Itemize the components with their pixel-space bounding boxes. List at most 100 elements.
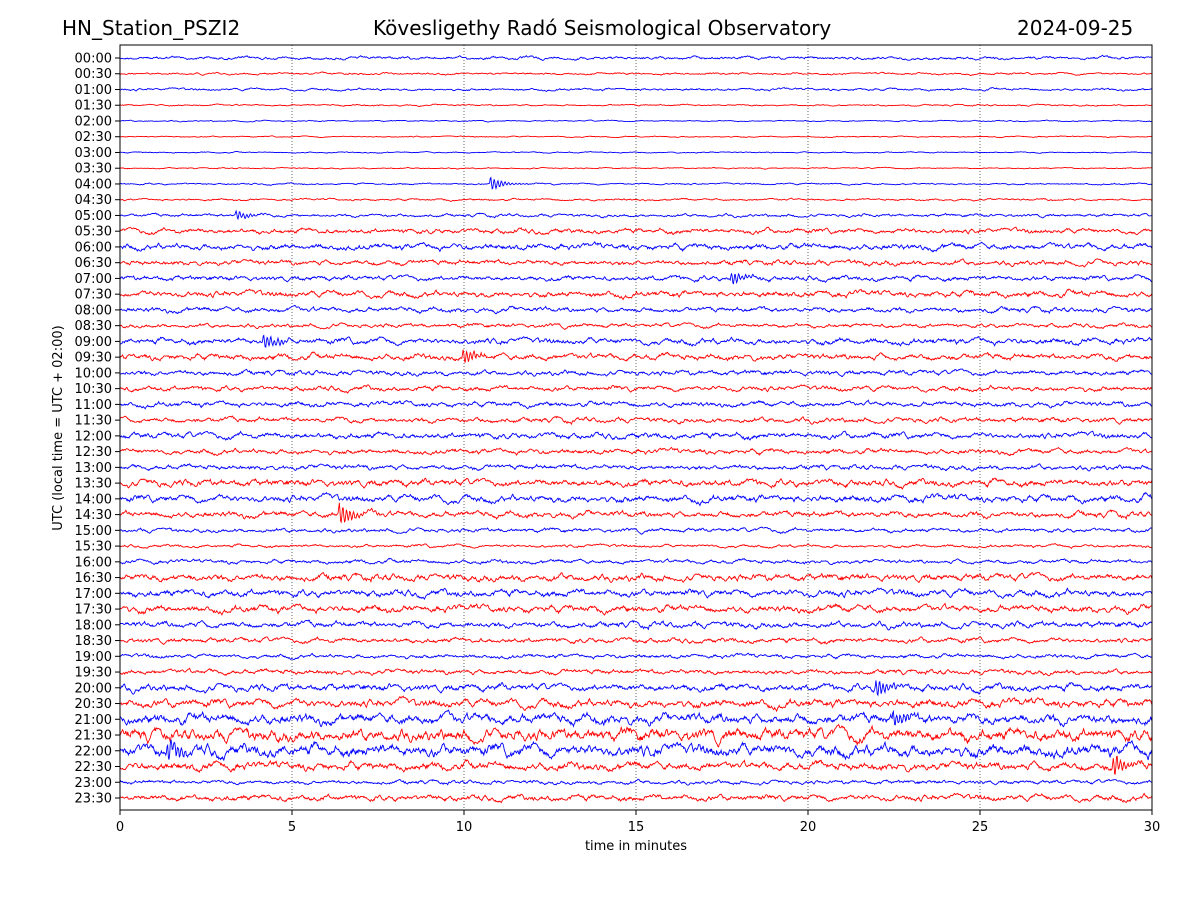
y-tick-label: 22:00 bbox=[75, 744, 112, 759]
trace-07-30 bbox=[119, 288, 1153, 301]
y-tick-label: 00:00 bbox=[75, 52, 112, 67]
y-tick-label: 10:30 bbox=[75, 382, 112, 397]
y-tick-label: 23:30 bbox=[75, 792, 112, 807]
y-tick-label: 02:30 bbox=[75, 130, 112, 145]
y-tick-label: 19:30 bbox=[75, 666, 112, 681]
y-tick-label: 13:00 bbox=[75, 461, 112, 476]
trace-20-30 bbox=[119, 695, 1153, 713]
y-tick-label: 11:00 bbox=[75, 398, 112, 413]
trace-04-30 bbox=[120, 197, 1153, 202]
y-tick-label: 18:30 bbox=[75, 634, 112, 649]
trace-22-00 bbox=[119, 739, 1153, 762]
y-tick-label: 10:00 bbox=[75, 366, 112, 381]
y-tick-label: 05:00 bbox=[75, 209, 112, 224]
y-tick-label: 21:00 bbox=[75, 713, 112, 728]
y-tick-label: 03:00 bbox=[75, 146, 112, 161]
y-tick-label: 07:00 bbox=[75, 272, 112, 287]
trace-09-30 bbox=[119, 349, 1153, 363]
trace-18-00 bbox=[119, 619, 1153, 631]
trace-12-00 bbox=[119, 430, 1153, 441]
trace-13-30 bbox=[119, 477, 1153, 490]
y-tick-label: 04:00 bbox=[75, 177, 112, 192]
trace-23-30 bbox=[119, 792, 1153, 804]
y-tick-label: 04:30 bbox=[75, 193, 112, 208]
trace-09-00 bbox=[119, 334, 1153, 348]
trace-00-30 bbox=[119, 71, 1153, 77]
trace-04-00 bbox=[119, 176, 1153, 191]
y-tick-label: 06:00 bbox=[75, 240, 112, 255]
y-tick-label: 20:30 bbox=[75, 697, 112, 712]
y-tick-label: 15:30 bbox=[75, 540, 112, 555]
y-tick-label: 12:30 bbox=[75, 445, 112, 460]
trace-22-30 bbox=[119, 755, 1153, 775]
x-axis-label: time in minutes bbox=[585, 839, 687, 854]
x-tick-label: 30 bbox=[1144, 820, 1161, 835]
trace-02-30 bbox=[119, 135, 1153, 139]
trace-08-00 bbox=[120, 304, 1153, 315]
station-title: HN_Station_PSZI2 bbox=[62, 16, 241, 40]
trace-01-30 bbox=[120, 103, 1152, 107]
y-tick-label: 11:30 bbox=[75, 414, 112, 429]
y-tick-label: 16:30 bbox=[75, 571, 112, 586]
y-tick-label: 18:00 bbox=[75, 618, 112, 633]
trace-11-30 bbox=[119, 415, 1153, 426]
trace-03-30 bbox=[119, 166, 1153, 170]
y-tick-label: 15:00 bbox=[75, 524, 112, 539]
x-tick-label: 15 bbox=[628, 820, 645, 835]
trace-21-00 bbox=[119, 709, 1153, 728]
x-tick-label: 20 bbox=[800, 820, 817, 835]
y-tick-label: 12:00 bbox=[75, 429, 112, 444]
trace-07-00 bbox=[119, 272, 1152, 285]
x-tick-label: 5 bbox=[288, 820, 296, 835]
trace-01-00 bbox=[119, 87, 1153, 93]
trace-14-00 bbox=[119, 491, 1153, 507]
y-tick-label: 21:30 bbox=[75, 729, 112, 744]
trace-00-00 bbox=[119, 54, 1153, 61]
trace-17-00 bbox=[119, 587, 1153, 600]
y-axis-label: UTC (local time = UTC + 02:00) bbox=[51, 325, 66, 530]
y-tick-label: 16:00 bbox=[75, 555, 112, 570]
trace-10-00 bbox=[119, 368, 1153, 378]
trace-17-30 bbox=[119, 602, 1153, 616]
y-tick-label: 08:30 bbox=[75, 319, 112, 334]
y-tick-label: 06:30 bbox=[75, 256, 112, 271]
y-tick-label: 09:00 bbox=[75, 335, 112, 350]
trace-02-00 bbox=[120, 119, 1153, 123]
trace-16-00 bbox=[119, 557, 1153, 566]
trace-19-30 bbox=[119, 667, 1153, 677]
trace-11-00 bbox=[119, 399, 1153, 410]
x-tick-label: 0 bbox=[116, 820, 124, 835]
date-title: 2024-09-25 bbox=[1017, 16, 1134, 40]
trace-20-00 bbox=[119, 680, 1153, 697]
trace-16-30 bbox=[119, 571, 1153, 583]
trace-15-30 bbox=[119, 543, 1153, 550]
y-tick-label: 03:30 bbox=[75, 162, 112, 177]
observatory-title: Kövesligethy Radó Seismological Observat… bbox=[373, 16, 832, 40]
y-tick-label: 13:30 bbox=[75, 477, 112, 492]
trace-05-00 bbox=[119, 209, 1153, 221]
y-tick-label: 19:00 bbox=[75, 650, 112, 665]
y-tick-label: 22:30 bbox=[75, 760, 112, 775]
y-tick-label: 14:30 bbox=[75, 508, 112, 523]
trace-03-00 bbox=[119, 151, 1153, 154]
trace-08-30 bbox=[119, 322, 1153, 330]
trace-05-30 bbox=[119, 226, 1153, 236]
y-tick-label: 14:00 bbox=[75, 492, 112, 507]
trace-06-00 bbox=[120, 240, 1153, 253]
trace-06-30 bbox=[119, 258, 1153, 268]
trace-10-30 bbox=[119, 384, 1153, 394]
x-tick-label: 25 bbox=[972, 820, 989, 835]
trace-19-00 bbox=[119, 652, 1152, 661]
y-tick-label: 07:30 bbox=[75, 288, 112, 303]
trace-14-30 bbox=[119, 502, 1153, 524]
y-tick-label: 01:30 bbox=[75, 99, 112, 114]
y-tick-label: 17:30 bbox=[75, 603, 112, 618]
trace-18-30 bbox=[119, 636, 1153, 645]
y-tick-label: 01:00 bbox=[75, 83, 112, 98]
y-tick-label: 17:00 bbox=[75, 587, 112, 602]
y-tick-label: 02:00 bbox=[75, 114, 112, 129]
y-tick-label: 00:30 bbox=[75, 67, 112, 82]
y-tick-label: 09:30 bbox=[75, 351, 112, 366]
